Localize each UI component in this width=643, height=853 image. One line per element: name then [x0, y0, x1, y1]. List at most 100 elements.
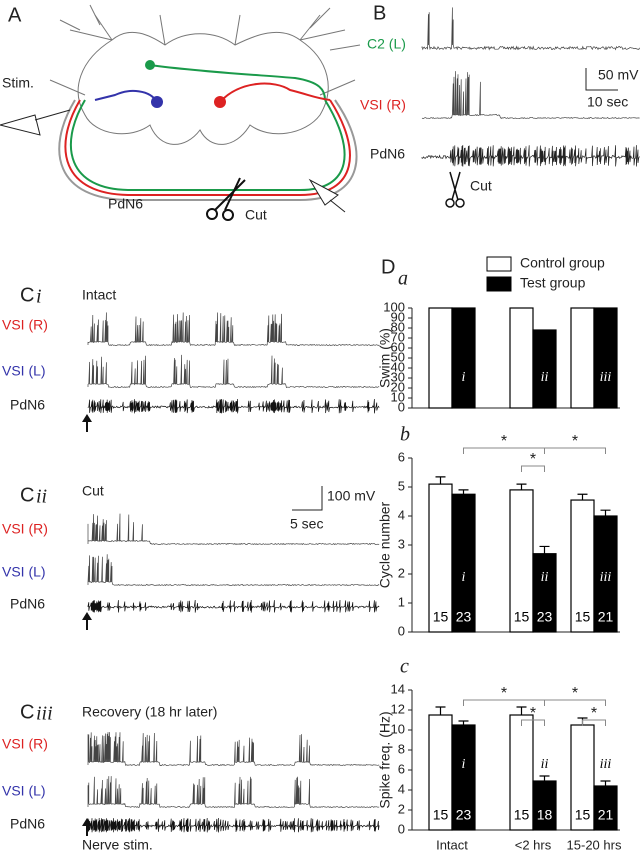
y-tick-label: 10 — [391, 389, 405, 404]
y-tick-label: 10 — [391, 721, 405, 736]
y-tick-label: 0 — [398, 623, 405, 638]
y-tick-label: 5 — [398, 478, 405, 493]
x-tick-label: <2 hrs — [515, 837, 552, 852]
panel-sublabel: i — [36, 286, 42, 308]
n-label: 15 — [575, 807, 591, 823]
trace — [421, 71, 640, 120]
n-label: 23 — [537, 609, 553, 625]
y-tick-label: 2 — [398, 565, 405, 580]
significance: * — [572, 433, 578, 450]
bar — [428, 307, 453, 409]
scale-bar — [292, 486, 323, 511]
bar — [451, 307, 476, 409]
ganglion-diagram — [49, 4, 361, 145]
panel-label: B — [373, 2, 386, 24]
trace-label: PdN6 — [10, 397, 45, 413]
bar-label: i — [462, 757, 466, 772]
bracket — [521, 719, 545, 726]
error-bar — [600, 780, 611, 786]
y-tick-label: 4 — [398, 507, 405, 522]
y-tick-label: 12 — [391, 701, 405, 716]
panel-label: C — [20, 484, 34, 506]
panel-label: D — [381, 256, 395, 278]
significance: * — [530, 705, 536, 722]
significance: * — [530, 451, 536, 468]
trace-label: C2 (L) — [367, 36, 406, 52]
stim-electrode — [0, 109, 71, 136]
panel-sublabel: iii — [36, 703, 53, 725]
trace — [87, 354, 380, 388]
label: PdN6 — [108, 196, 143, 212]
y-tick-label: 20 — [391, 379, 405, 394]
n-label: 15 — [575, 609, 591, 625]
y-tick-label: 3 — [398, 536, 405, 551]
bar — [509, 307, 534, 409]
trace — [87, 312, 380, 347]
error-bar — [577, 493, 588, 501]
trace-label: VSI (R) — [2, 521, 48, 537]
y-tick-label: 30 — [391, 369, 405, 384]
y-tick-label: 0 — [398, 399, 405, 414]
y-tick-label: 90 — [391, 309, 405, 324]
y-tick-label: 14 — [391, 681, 405, 696]
bar — [593, 307, 618, 409]
bar-label: ii — [541, 370, 549, 385]
y-tick-label: 0 — [398, 821, 405, 836]
legend-label: Test group — [520, 275, 586, 291]
trace-label: VSI (R) — [2, 317, 48, 333]
bar-label: iii — [600, 370, 612, 385]
error-bar — [600, 509, 611, 516]
bar-label: iii — [600, 570, 612, 585]
error-bar — [435, 706, 446, 715]
scale-label: 50 mV — [598, 67, 639, 83]
y-tick-label: 70 — [391, 329, 405, 344]
trace-label: VSI (R) — [360, 97, 406, 113]
y-tick-label: 2 — [398, 801, 405, 816]
y-tick-label: 8 — [398, 741, 405, 756]
panel-label: A — [8, 4, 22, 26]
significance: * — [501, 685, 507, 702]
y-tick-label: 4 — [398, 781, 405, 796]
trace — [87, 732, 380, 767]
y-tick-label: 6 — [398, 449, 405, 464]
error-bar — [435, 476, 446, 485]
panel-label: C — [20, 284, 34, 306]
y-tick-label: 80 — [391, 319, 405, 334]
x-tick-label: Intact — [436, 837, 468, 852]
condition: Intact — [82, 287, 116, 303]
label: Cut — [245, 207, 267, 223]
trace-label: VSI (L) — [2, 363, 46, 379]
trace-label: VSI (L) — [2, 783, 46, 799]
n-label: 23 — [456, 807, 472, 823]
legend-label: Control group — [520, 255, 605, 271]
y-tick-label: 100 — [383, 299, 405, 314]
scale-label: 100 mV — [327, 488, 376, 504]
scale-label: 10 sec — [587, 94, 628, 110]
stim-arrows — [82, 414, 92, 836]
n-label: 15 — [433, 609, 449, 625]
error-bar — [458, 720, 469, 725]
neuron — [151, 96, 163, 108]
significance: * — [501, 433, 507, 450]
trace — [87, 513, 380, 546]
trace-label: PdN6 — [10, 816, 45, 832]
error-bar — [539, 545, 550, 554]
error-bar — [539, 775, 550, 781]
neuron — [214, 96, 226, 108]
trace — [87, 554, 380, 587]
error-bar — [516, 483, 527, 490]
error-bar — [458, 489, 469, 495]
trace-label: VSI (L) — [2, 564, 46, 580]
bar-label: ii — [541, 570, 549, 585]
y-tick-label: 1 — [398, 594, 405, 609]
bar-label: iii — [600, 757, 612, 772]
n-label: 21 — [598, 807, 614, 823]
x-tick-label: 15-20 hrs — [567, 837, 622, 852]
bracket — [544, 699, 606, 706]
panel-sublabel: b — [400, 424, 410, 446]
y-axis-label: Spike freq. (Hz) — [377, 711, 393, 808]
error-bar — [516, 706, 527, 715]
significance: * — [572, 685, 578, 702]
n-label: 23 — [456, 609, 472, 625]
panel-sublabel: a — [398, 268, 408, 290]
